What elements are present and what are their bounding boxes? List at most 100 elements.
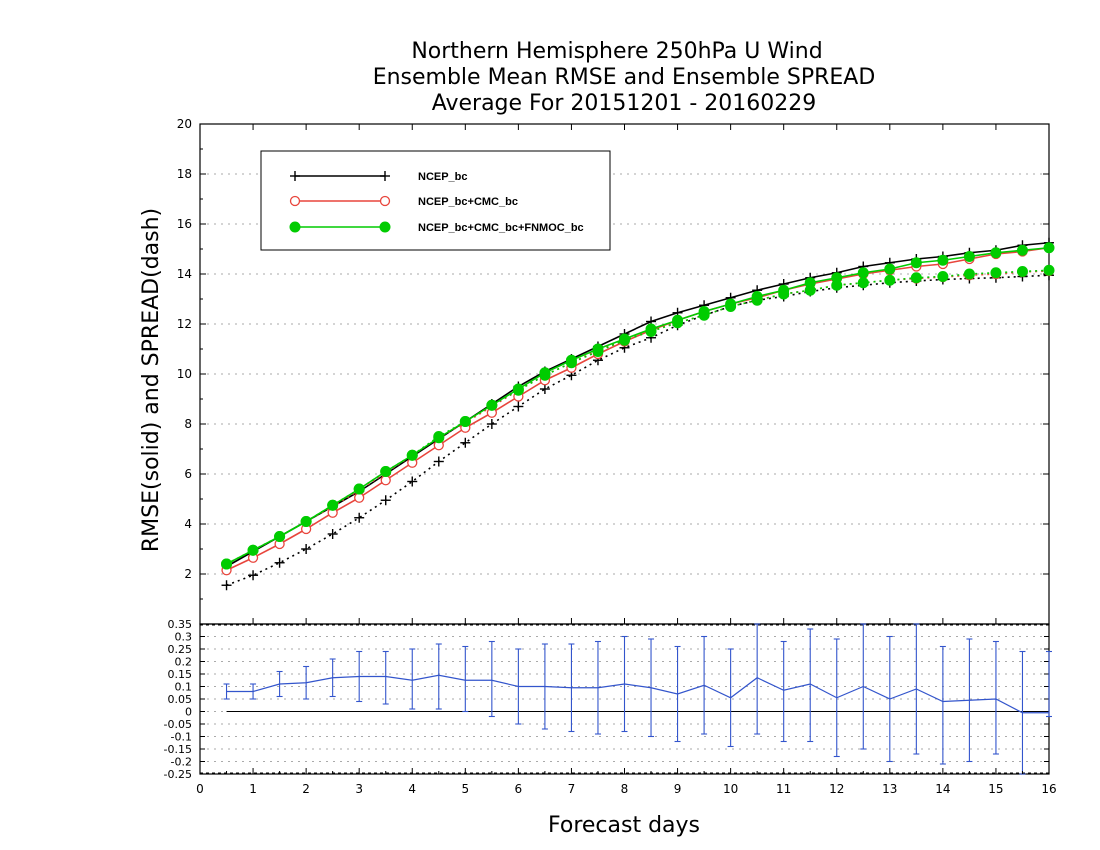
spread-line [226,274,1050,586]
y-axis-label: RMSE(solid) and SPREAD(dash) [139,208,164,552]
filled-circle-marker [1016,266,1028,277]
filled-circle-marker [910,272,922,284]
filled-circle-marker [592,343,604,355]
filled-circle-marker [221,558,233,570]
filled-circle-marker [512,383,524,395]
rmse-line [226,241,1050,568]
y-tick-label: 14 [177,267,192,281]
legend-entry: NCEP_bc+CMC_bc+FNMOC_bc [289,221,584,234]
x-tick-label: 13 [882,782,897,796]
filled-circle-marker [1016,244,1028,256]
open-circle-marker [379,195,391,207]
filled-circle-marker [379,221,391,233]
difference-y-tick-label: 0.25 [168,643,193,656]
filled-circle-marker [963,268,975,280]
filled-circle-marker [300,516,312,527]
x-tick-label: 12 [829,782,844,796]
legend-entry: NCEP_bc+CMC_bc [289,195,518,208]
difference-y-tick-label: 0.05 [168,693,193,706]
error-bar [807,628,814,743]
x-tick-label: 15 [988,782,1003,796]
filled-circle-marker [725,298,737,310]
filled-circle-marker [857,267,869,279]
difference-y-tick-label: 0.2 [175,656,193,669]
filled-circle-marker [289,221,301,233]
error-bar [488,640,495,718]
filled-circle-marker [1043,242,1055,254]
legend: NCEP_bc NCEP_bc+CMC_bc NCEP_bc+CMC_bc+FNMO… [260,150,611,251]
filled-circle-marker [353,483,365,495]
rmse-line [226,246,1050,571]
x-axis: 0 1 2 3 4 5 6 7 8 9 10 11 12 13 14 15 16 [196,124,1057,796]
x-tick-label: 16 [1041,782,1056,796]
difference-y-tick-label: 0.15 [168,668,193,681]
filled-circle-marker [698,306,710,317]
filled-circle-marker [406,449,418,461]
chart-title: Northern Hemisphere 250hPa U Wind Ensemb… [373,39,876,116]
error-bar [780,640,787,743]
difference-y-tick-label: -0.15 [164,743,192,756]
filled-circle-marker [990,267,1002,279]
filled-circle-marker [990,247,1002,259]
title-line-1: Northern Hemisphere 250hPa U Wind [411,39,822,64]
open-circle-marker [380,475,391,486]
filled-circle-marker [857,277,869,289]
spread-line [226,269,1050,565]
filled-circle-marker [672,314,684,326]
filled-circle-marker [778,284,790,296]
filled-circle-marker [804,277,816,289]
y-tick-label: 6 [184,467,192,481]
main-plot-panel: 2 4 6 8 10 12 14 16 18 20 [177,117,1055,625]
y-tick-label: 10 [177,367,192,381]
error-bar [939,645,946,765]
y-tick-label: 2 [184,567,192,581]
x-tick-label: 4 [408,782,416,796]
legend-entry: NCEP_bc [290,171,468,183]
difference-y-tick-label: 0.35 [168,618,193,631]
y-tick-label: 18 [177,167,192,181]
error-bar [409,648,416,710]
title-line-3: Average For 20151201 - 20160229 [432,91,817,116]
x-tick-label: 10 [723,782,738,796]
y-tick-label: 20 [177,117,192,131]
y-tick-label: 8 [184,417,192,431]
open-circle-marker [289,195,301,207]
difference-y-tick-label: -0.1 [171,731,192,744]
filled-circle-marker [327,499,339,511]
main-y-axis: 2 4 6 8 10 12 14 16 18 20 [177,117,1049,600]
x-tick-label: 5 [461,782,469,796]
difference-y-tick-label: 0.1 [175,681,193,694]
difference-series-layer [223,623,1052,775]
filled-circle-marker [1043,264,1055,276]
filled-circle-marker [247,544,259,556]
filled-circle-marker [831,272,843,284]
title-line-2: Ensemble Mean RMSE and Ensemble SPREAD [373,65,876,90]
error-bar [1046,650,1052,718]
difference-y-tick-label: 0.3 [175,631,193,644]
series-1 [221,237,1054,591]
y-tick-label: 12 [177,317,192,331]
filled-circle-marker [884,274,896,286]
y-tick-label: 16 [177,217,192,231]
x-tick-label: 8 [621,782,629,796]
filled-circle-marker [910,257,922,269]
difference-y-axis: 0.350.30.250.20.150.10.050-0.05-0.1-0.15… [164,618,1049,781]
filled-circle-marker [619,333,630,345]
legend-label: NCEP_bc+CMC_bc [418,196,518,208]
error-bar [754,623,761,735]
filled-circle-marker [963,251,975,262]
filled-circle-marker [486,399,498,411]
difference-y-tick-label: -0.05 [164,718,192,731]
legend-items: NCEP_bc NCEP_bc+CMC_bc NCEP_bc+CMC_bc+FNMO… [289,171,584,234]
error-bar [992,640,999,755]
legend-label: NCEP_bc [418,171,468,183]
series-2 [221,242,1055,576]
x-axis-label: Forecast days [548,813,700,838]
filled-circle-marker [751,291,763,302]
difference-grid [200,624,1049,774]
filled-circle-marker [459,416,471,427]
filled-circle-marker [433,432,445,444]
spread-line [226,270,1050,565]
error-bar [462,645,469,713]
